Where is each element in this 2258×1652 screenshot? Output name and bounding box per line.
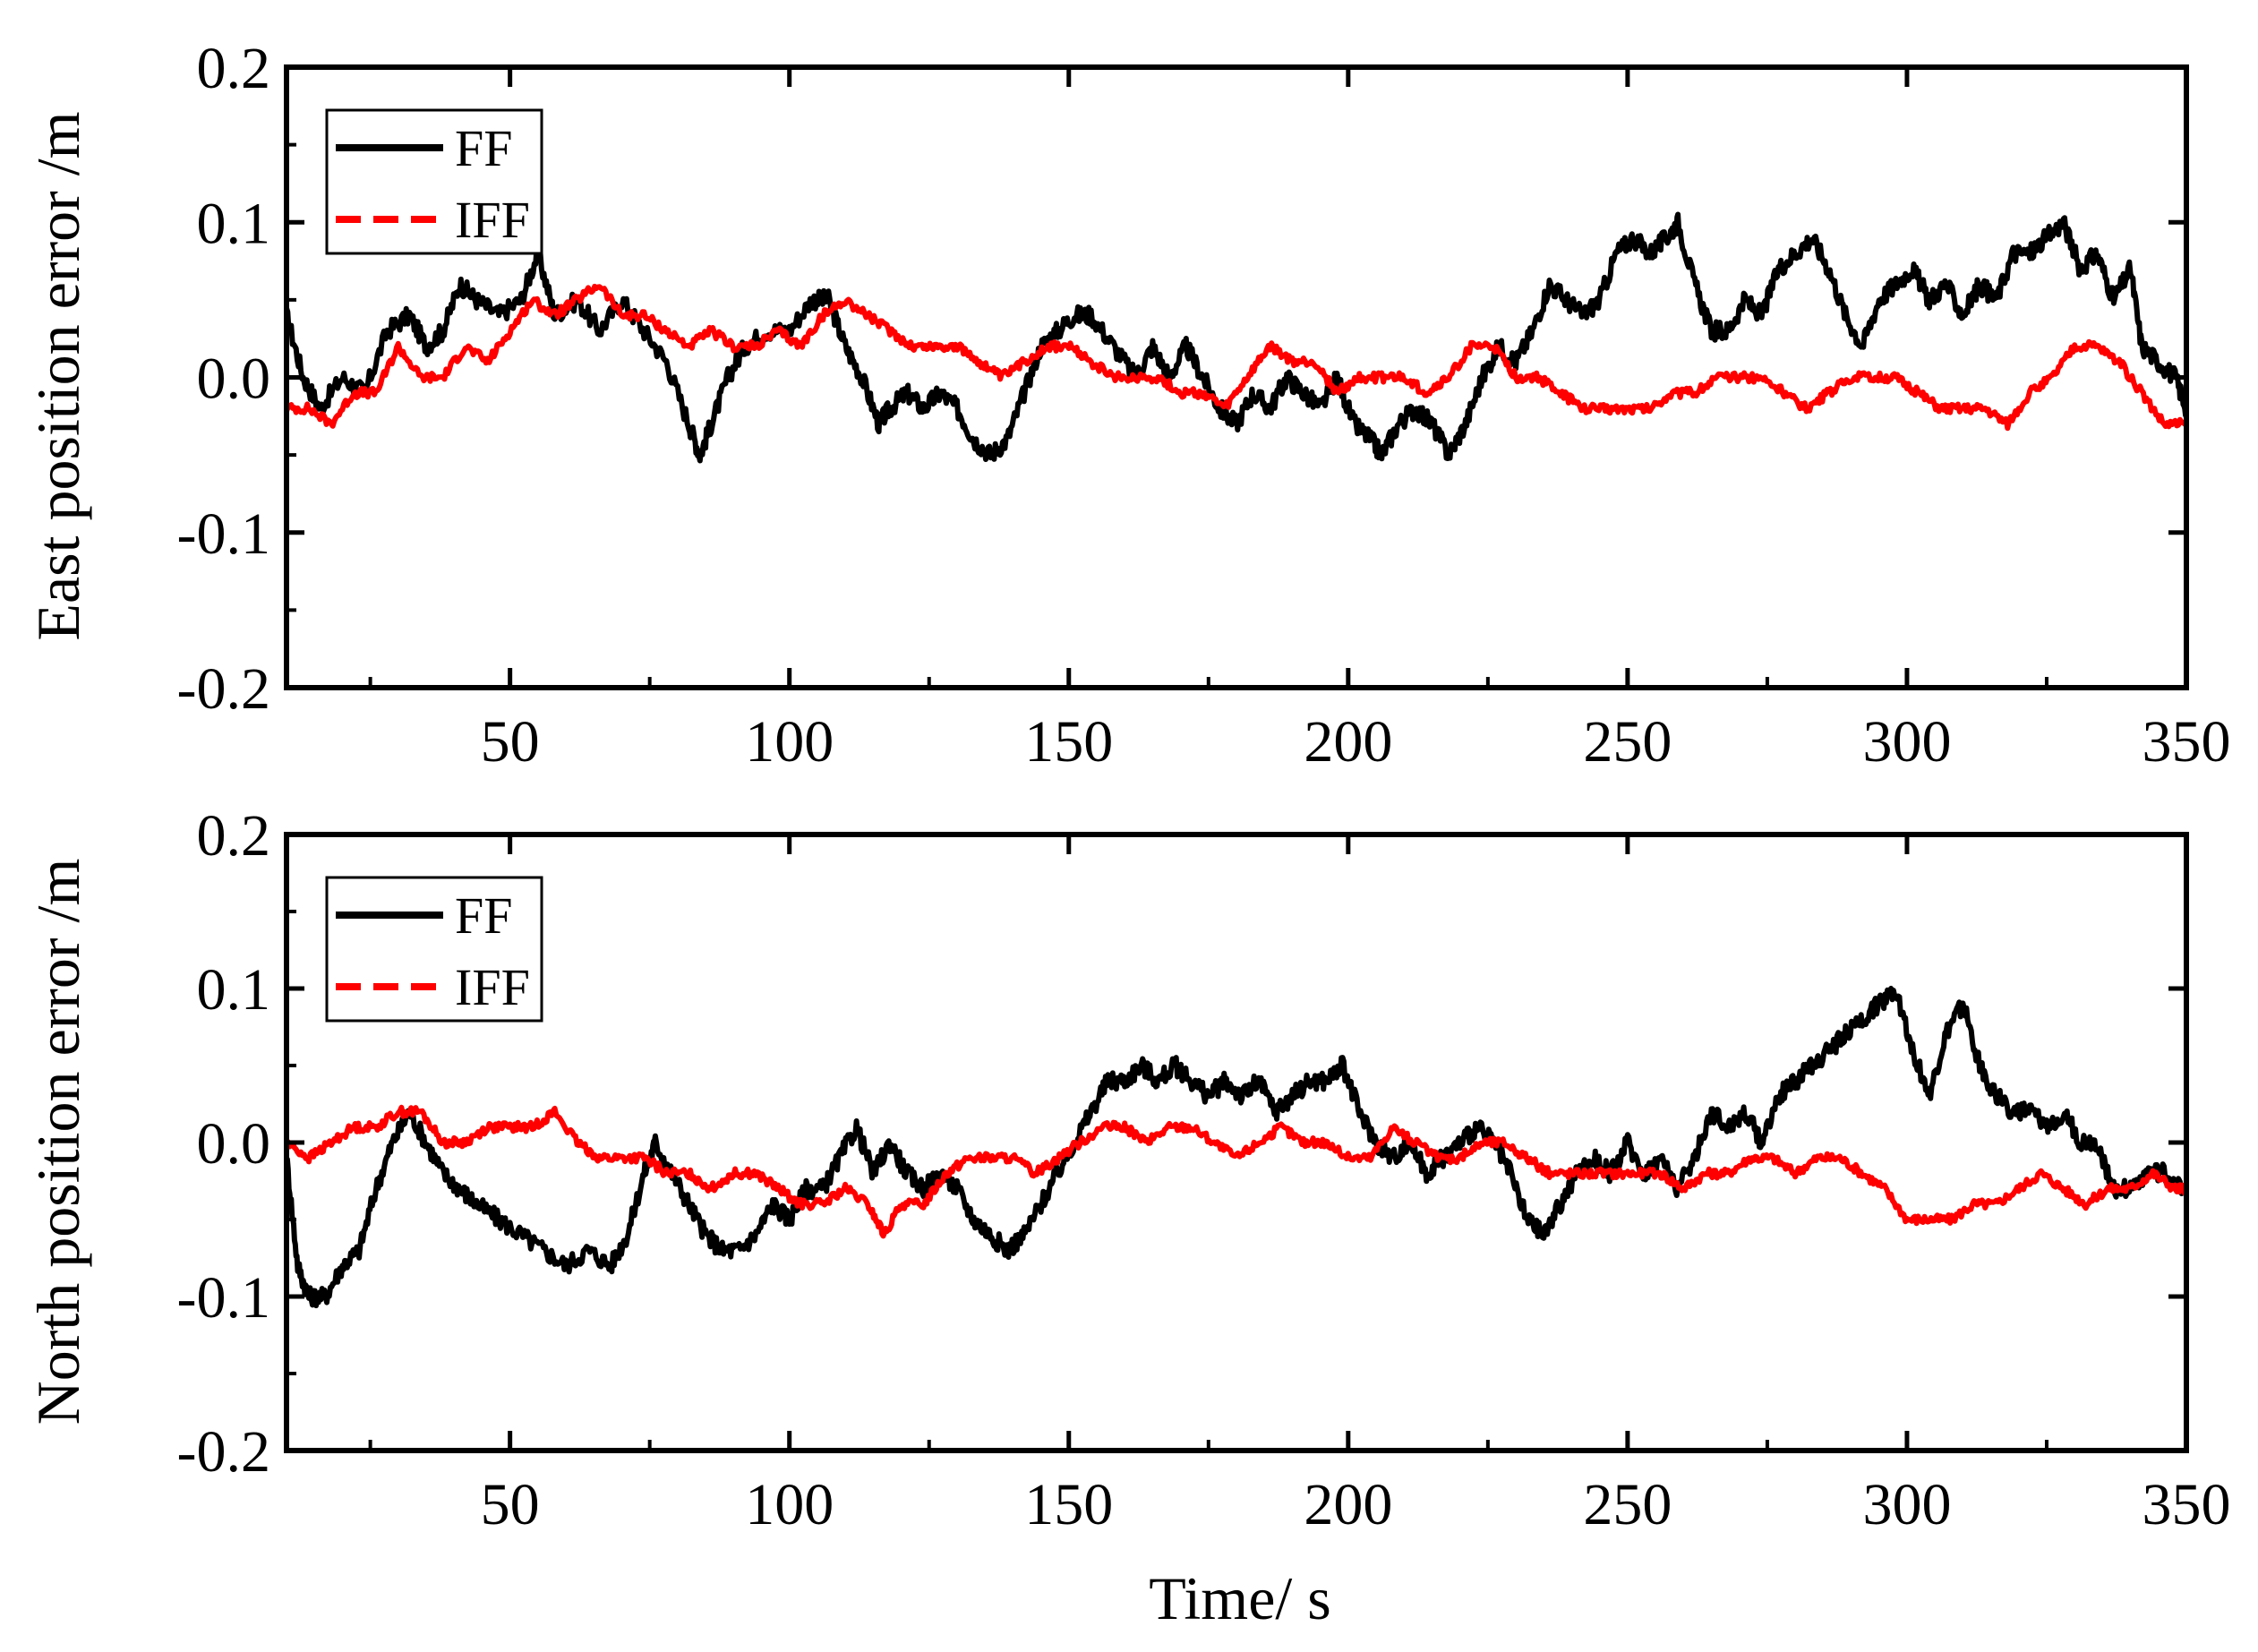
x-tick-label: 350 [2143, 709, 2231, 775]
x-tick-label: 100 [745, 709, 834, 775]
x-tick-label: 150 [1024, 709, 1113, 775]
x-tick-label: 300 [1862, 709, 1951, 775]
x-tick-label: 250 [1583, 709, 1672, 775]
y-tick-label: 0.1 [197, 957, 271, 1023]
series-group [287, 211, 2186, 464]
chart-panel-1: -0.2 -0.1 0.0 0.1 0.2 50 100 150 200 250 300 350 Eas… [24, 36, 2231, 775]
legend-label-iff: IFF [455, 191, 530, 249]
x-tick-label: 200 [1304, 1472, 1392, 1537]
x-tick-label: 200 [1304, 709, 1392, 775]
chart-panel-2: -0.2 -0.1 0.0 0.1 0.2 50 100 150 200 250 300 350 Nor… [24, 803, 2231, 1537]
x-axis-title: Time/ s [1149, 1564, 1330, 1632]
y-tick-label: 0.0 [197, 1111, 271, 1177]
x-tick-label: 300 [1862, 1472, 1951, 1537]
y-tick-label: 0.0 [197, 347, 271, 412]
y-tick-label: 0.2 [197, 36, 271, 101]
x-tick-label: 350 [2143, 1472, 2231, 1537]
legend-label-ff: FF [455, 886, 513, 945]
x-tick-label: 50 [481, 1472, 540, 1537]
x-tick-label: 150 [1024, 1472, 1113, 1537]
series-group [287, 985, 2186, 1309]
legend-label-iff: IFF [455, 958, 530, 1016]
legend-box [325, 108, 543, 255]
y-tick-label: 0.2 [197, 803, 271, 869]
y-tick-label: -0.2 [177, 1419, 270, 1485]
x-tick-label: 250 [1583, 1472, 1672, 1537]
plot-frame [284, 832, 2189, 1453]
chart-panels: -0.2 -0.1 0.0 0.1 0.2 50 100 150 200 250 300 350 Eas… [24, 36, 2231, 1537]
legend-label-ff: FF [455, 119, 513, 177]
series-line-iff [287, 1104, 2186, 1239]
y-tick-label: -0.1 [177, 501, 270, 567]
series-line-ff [287, 211, 2186, 464]
y-axis-title: North position error /m [24, 859, 92, 1425]
y-tick-label: -0.2 [177, 656, 270, 722]
x-tick-label: 100 [745, 1472, 834, 1537]
y-tick-label: 0.1 [197, 191, 271, 256]
y-axis-title: East position error /m [24, 111, 92, 640]
series-line-ff [287, 985, 2186, 1309]
x-tick-label: 50 [481, 709, 540, 775]
legend: FF IFF [325, 876, 543, 1023]
legend-box [325, 876, 543, 1023]
series-line-iff [287, 283, 2186, 432]
y-tick-label: -0.1 [177, 1265, 270, 1331]
legend: FF IFF [325, 108, 543, 255]
